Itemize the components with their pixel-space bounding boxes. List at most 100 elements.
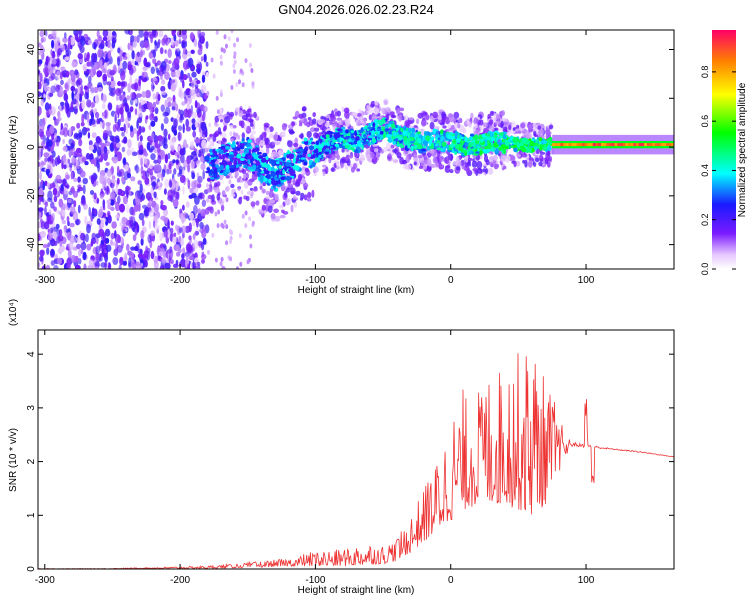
spectrogram-cell	[475, 151, 480, 154]
spectrogram-cell	[225, 197, 229, 203]
spectrogram-cell	[194, 230, 200, 236]
spectrogram-cell	[251, 173, 258, 181]
spectrogram-cell	[324, 149, 331, 152]
spectrogram-cell	[146, 141, 151, 151]
spectrogram-cell	[140, 158, 144, 167]
spectrogram-cell	[253, 111, 257, 118]
spectrogram-cell	[96, 118, 100, 125]
spectrogram-cell	[50, 227, 54, 234]
spectrogram-cell	[250, 201, 256, 207]
spectrogram-cell	[124, 30, 131, 35]
spectrogram-cell	[97, 49, 102, 58]
spectrogram-cell	[381, 126, 386, 132]
x-tick-label: -200	[170, 575, 190, 586]
spectrogram-cell	[413, 142, 419, 146]
spectrogram-cell	[160, 247, 165, 253]
spectrogram-cell	[85, 152, 91, 160]
spectrogram-cell	[396, 152, 402, 159]
spectrogram-cell	[50, 249, 55, 256]
spectrogram-cell	[111, 175, 116, 180]
spectrogram-cell	[249, 119, 254, 125]
spectrogram-cell	[247, 143, 252, 147]
spectrogram-cell	[475, 140, 479, 144]
spectrogram-cell	[478, 119, 484, 126]
spectrogram-cell	[170, 67, 176, 72]
spectrogram-cell	[447, 123, 452, 130]
spectrogram-cell	[130, 246, 136, 251]
spectrogram-cell	[392, 124, 396, 129]
spectrogram-cell	[247, 159, 251, 165]
spectrogram-cell	[77, 186, 84, 192]
spectrogram-cell	[633, 143, 637, 147]
spectrogram-cell	[239, 261, 243, 267]
spectrogram-cell	[192, 233, 196, 241]
spectrogram-cell	[153, 159, 159, 164]
spectrogram-cell	[184, 96, 188, 104]
spectrogram-cell	[265, 195, 270, 200]
spectrogram-cell	[285, 187, 291, 193]
spectrogram-cell	[75, 153, 81, 158]
spectrogram-cell	[94, 94, 100, 104]
spectrogram-cell	[503, 133, 506, 139]
spectrogram-cell	[491, 147, 495, 152]
spectrogram-cell	[178, 91, 185, 99]
spectrogram-cell	[236, 266, 239, 269]
spectrogram-cell	[311, 141, 316, 145]
spectrogram-cell	[361, 144, 364, 150]
spectrogram-cell	[336, 117, 343, 121]
spectrogram-cell	[646, 143, 650, 147]
spectrogram-cell	[86, 113, 90, 123]
spectrogram-cell	[210, 159, 216, 164]
spectrogram-cell	[170, 227, 174, 234]
spectrogram-cell	[609, 143, 612, 147]
colorbar-axis: 0.00.20.40.60.8	[700, 66, 736, 276]
spectrogram-cell	[362, 111, 368, 116]
spectrogram-cell	[250, 130, 257, 135]
spectrogram-cell	[138, 77, 142, 87]
spectrogram-cell	[154, 203, 160, 213]
spectrogram-cell	[129, 98, 134, 106]
spectrogram-cell	[125, 203, 130, 214]
spectrogram-cell	[350, 166, 355, 173]
spectrogram-cell	[270, 213, 276, 220]
spectrogram-cell	[225, 168, 231, 173]
spectrogram-cell	[485, 159, 490, 166]
spectrogram-cell	[487, 113, 491, 120]
spectrogram-cell	[71, 156, 77, 164]
spectrogram-cell	[239, 150, 245, 154]
colorbar-tick-label: 0.0	[700, 263, 710, 276]
spectrogram-cell	[150, 82, 155, 92]
spectrogram-cell	[410, 145, 414, 152]
spectrogram-cell	[249, 187, 254, 191]
spectrogram-cell	[223, 219, 227, 225]
spectrogram-cell	[106, 199, 112, 204]
spectrogram-cell	[53, 195, 58, 203]
spectrogram-cell	[195, 67, 201, 74]
spectrogram-cell	[192, 154, 198, 162]
spectrogram-cell	[238, 163, 242, 167]
spectrogram-cell	[325, 137, 331, 141]
spectrogram-cell	[365, 132, 370, 135]
spectrogram-cell	[255, 137, 261, 146]
spectrogram-cell	[82, 65, 87, 72]
spectrogram-cell	[137, 248, 143, 254]
spectrogram-cell	[456, 137, 461, 143]
spectrogram-cell	[595, 143, 599, 147]
spectrogram-cell	[534, 157, 540, 162]
spectrogram-cell	[114, 114, 117, 124]
spectrogram-cell	[201, 74, 206, 83]
spectrogram-cell	[98, 228, 105, 237]
spectrogram-cell	[334, 112, 339, 117]
spectrogram-cell	[471, 160, 478, 168]
spectrogram-cell	[398, 114, 403, 122]
spectrogram-cell	[188, 155, 191, 162]
spectrogram-cell	[115, 95, 120, 101]
spectrogram-cell	[110, 232, 115, 240]
spectrogram-cell	[368, 106, 374, 114]
spectrogram-cell	[151, 131, 155, 141]
spectrogram-cell	[292, 116, 298, 120]
x-tick-label: 100	[578, 275, 595, 286]
spectrogram-cell	[211, 194, 215, 203]
spectrogram-cell	[220, 222, 224, 228]
spectrogram-cell	[233, 59, 237, 65]
